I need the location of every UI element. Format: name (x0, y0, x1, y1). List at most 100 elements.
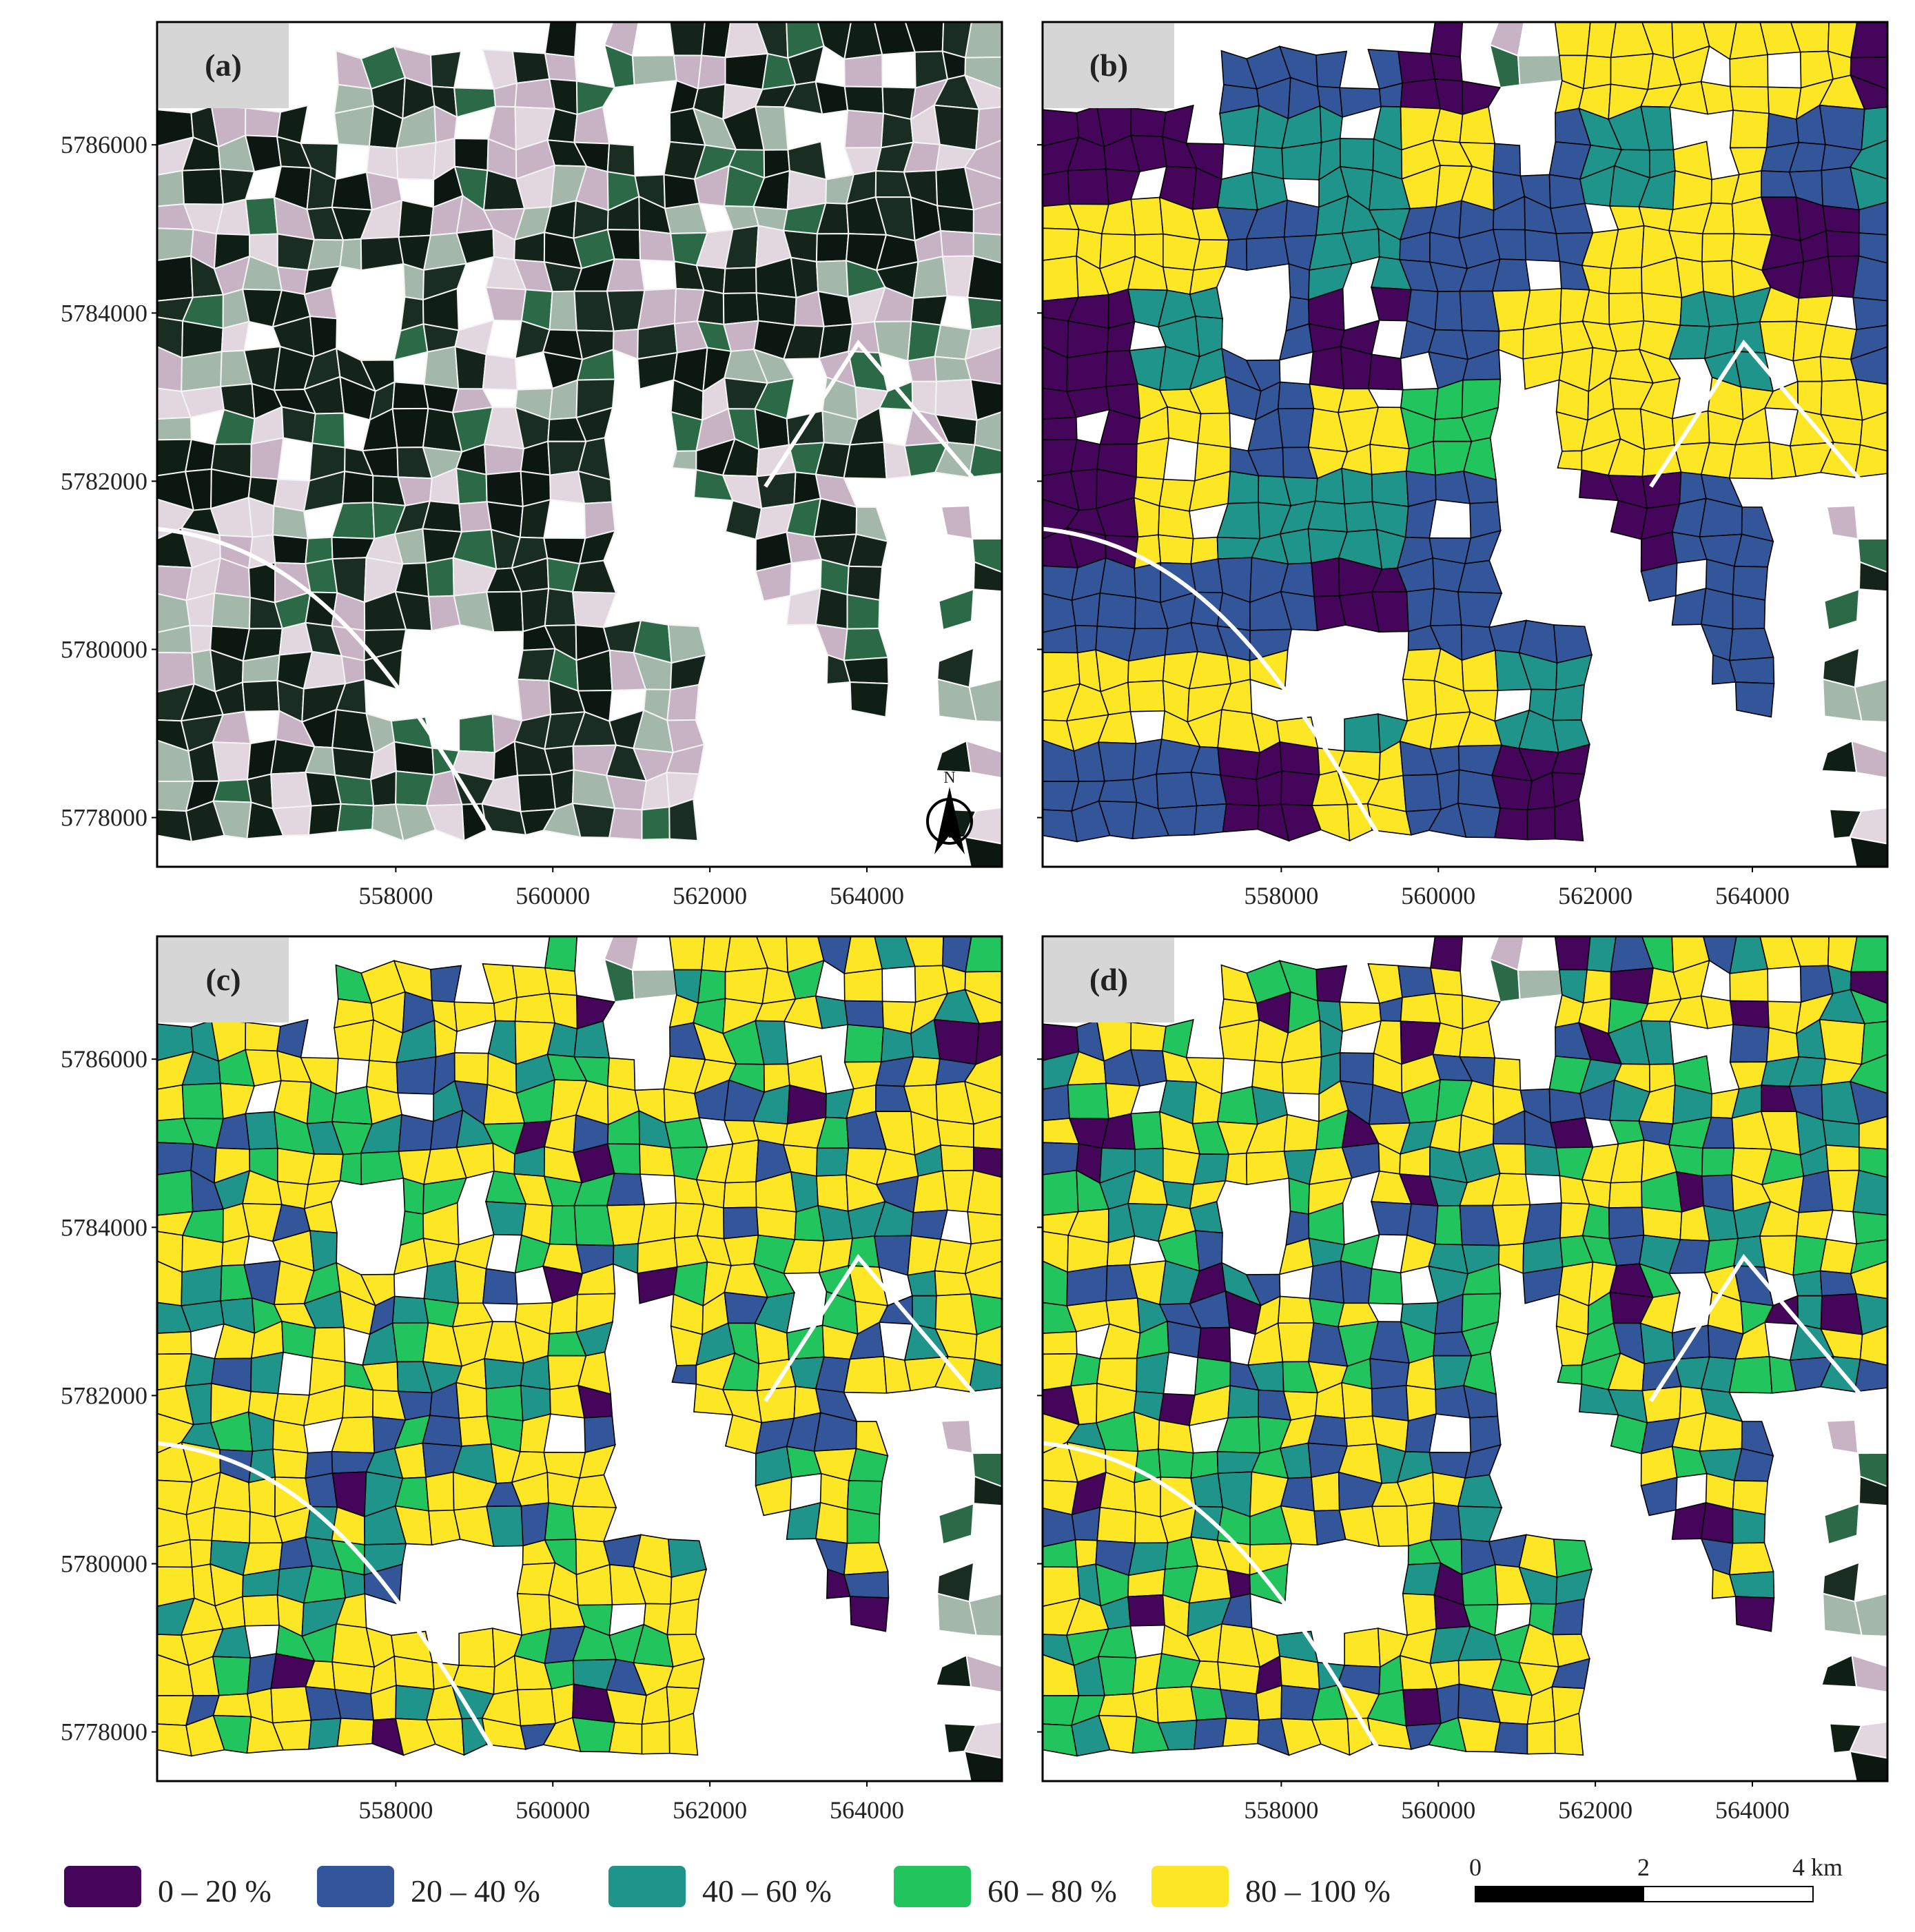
field-parcel (1193, 238, 1229, 271)
field-parcel (1859, 411, 1887, 452)
field-parcel (1849, 139, 1887, 180)
field-parcel (336, 803, 375, 833)
field-parcel (339, 238, 362, 271)
field-parcel (1858, 1116, 1887, 1150)
field-parcel (1798, 1170, 1834, 1213)
field-parcel (1850, 1260, 1887, 1299)
field-parcel (307, 803, 342, 836)
y-tick-label: 5784000 (61, 1213, 147, 1241)
x-tick-label: 558000 (358, 1796, 433, 1824)
field-parcel (423, 1260, 460, 1304)
field-parcel (1728, 1571, 1775, 1599)
x-tick-label: 560000 (515, 882, 590, 910)
field-parcel (1220, 774, 1260, 807)
field-parcel (393, 741, 435, 776)
satellite-field (1517, 54, 1563, 86)
field-parcel (843, 54, 883, 88)
field-parcel (245, 1111, 278, 1150)
satellite-field (1517, 969, 1563, 1000)
field-parcel (1309, 1260, 1345, 1304)
field-parcel (482, 1268, 518, 1305)
field-parcel (906, 356, 937, 382)
field-parcel (1277, 1295, 1315, 1324)
field-parcel (1858, 201, 1887, 236)
x-tick-label: 560000 (1401, 1796, 1475, 1824)
field-parcel (972, 1116, 1002, 1150)
y-tick-label: 5780000 (61, 635, 147, 663)
field-parcel (970, 1293, 1002, 1335)
field-parcel (458, 712, 495, 754)
field-parcel (181, 168, 224, 205)
field-parcel (1340, 345, 1373, 390)
field-parcel (272, 505, 309, 539)
field-parcel (1526, 806, 1556, 841)
field-parcel (514, 78, 556, 110)
field-parcel (458, 1627, 495, 1668)
panel-frame (156, 21, 1003, 868)
x-tick-label: 558000 (1244, 882, 1318, 910)
field-parcel (211, 592, 251, 630)
legend-swatch (894, 1866, 971, 1907)
field-parcel (637, 1202, 677, 1244)
field-parcel (245, 1021, 281, 1052)
field-parcel (1819, 104, 1865, 151)
field-parcel (1582, 54, 1612, 90)
satellite-field (1851, 1654, 1887, 1694)
field-parcel (425, 1471, 455, 1512)
field-parcel (1220, 1689, 1260, 1721)
panel-label: (b) (1089, 48, 1128, 83)
field-parcel (934, 1293, 978, 1335)
field-parcel (815, 587, 848, 630)
field-parcel (843, 1571, 890, 1599)
field-parcel (724, 1414, 763, 1455)
field-parcel (1861, 106, 1887, 151)
field-parcel (360, 1151, 404, 1186)
field-parcel (1043, 169, 1070, 207)
field-parcel (671, 450, 697, 471)
legend-label: 60 – 80 % (987, 1873, 1117, 1909)
field-parcel (1858, 232, 1887, 264)
field-parcel (1429, 967, 1463, 996)
field-parcel (880, 1027, 914, 1063)
field-parcel (512, 965, 551, 998)
panel-label: (a) (205, 48, 242, 83)
field-parcel (1494, 1722, 1528, 1755)
field-parcel (1043, 1330, 1078, 1355)
satellite-field (1823, 588, 1861, 631)
field-parcel (1156, 772, 1198, 810)
field-parcel (486, 1505, 524, 1548)
field-parcel (485, 470, 524, 508)
field-parcel (846, 1508, 881, 1544)
road (764, 339, 1002, 514)
field-parcel (1796, 1209, 1834, 1240)
field-parcel (697, 54, 726, 90)
field-parcel (1728, 657, 1775, 684)
field-parcel (1134, 1476, 1162, 1518)
field-parcel (963, 166, 1002, 211)
panel-frame (1041, 21, 1889, 868)
satellite-field (1854, 678, 1887, 723)
field-parcel (1430, 936, 1464, 972)
field-parcel (964, 325, 1002, 360)
field-parcel (843, 657, 890, 685)
field-parcel (1043, 1142, 1080, 1175)
field-parcel (342, 1385, 374, 1419)
field-parcel (453, 137, 489, 172)
field-parcel (1675, 256, 1705, 298)
field-parcel (1371, 590, 1409, 633)
field-parcel (1043, 416, 1078, 441)
field-parcel (458, 1415, 492, 1447)
satellite-field (963, 1750, 1002, 1781)
field-parcel (910, 1209, 948, 1240)
field-parcel (1641, 471, 1682, 509)
field-parcel (1608, 1206, 1645, 1240)
field-parcel (516, 678, 552, 722)
field-parcel (1554, 1712, 1584, 1756)
field-parcel (1850, 1239, 1887, 1275)
field-parcel (1279, 741, 1320, 776)
field-parcel (1245, 236, 1290, 271)
field-parcel (843, 1024, 884, 1063)
field-parcel (305, 1472, 338, 1508)
map-panel (157, 22, 1002, 867)
